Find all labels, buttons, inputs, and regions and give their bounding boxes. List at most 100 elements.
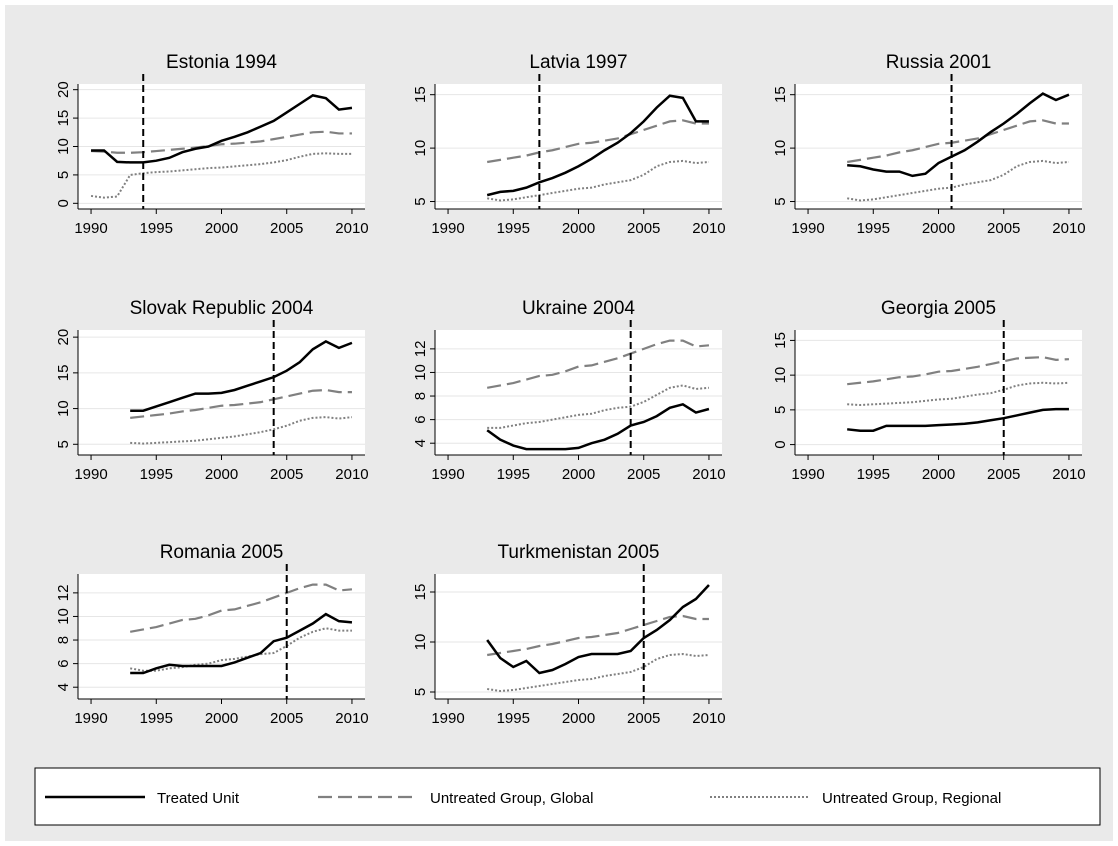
y-tick-label: 10: [412, 364, 429, 381]
series-line: [847, 355, 1070, 386]
panel-title: Georgia 2005: [881, 298, 996, 319]
x-tick-label: 1990: [74, 710, 107, 727]
x-tick-label: 2000: [922, 466, 955, 483]
y-tick-label: 12: [412, 341, 429, 358]
series-line: [130, 340, 353, 412]
x-tick-label: 1990: [431, 220, 464, 237]
y-tick-label: 10: [412, 634, 429, 651]
y-tick-label: 5: [412, 197, 429, 205]
x-tick-label: 1995: [857, 466, 890, 483]
x-tick-label: 2005: [270, 710, 303, 727]
series-line: [486, 402, 710, 451]
panel-title: Russia 2001: [886, 52, 992, 73]
x-tick-label: 1990: [74, 220, 107, 237]
y-tick-label: 8: [55, 636, 72, 644]
x-tick-label: 1990: [431, 466, 464, 483]
y-tick-label: 0: [772, 440, 789, 448]
x-tick-label: 2000: [205, 710, 238, 727]
y-tick-label: 20: [55, 81, 72, 98]
series-line: [487, 384, 710, 429]
series-line: [130, 416, 353, 445]
series-line: [130, 388, 352, 419]
x-tick-label: 1995: [497, 710, 530, 727]
series-line: [90, 130, 352, 154]
series-line: [129, 583, 353, 633]
y-tick-label: 10: [772, 140, 789, 157]
x-tick-label: 2010: [692, 710, 725, 727]
legend-label: Treated Unit: [157, 790, 240, 807]
series-line: [847, 119, 1069, 164]
x-tick-label: 2005: [627, 466, 660, 483]
x-tick-label: 2005: [627, 220, 660, 237]
panel-title: Turkmenistan 2005: [498, 542, 660, 563]
x-tick-label: 1990: [791, 220, 824, 237]
y-tick-label: 15: [412, 86, 429, 103]
plot-area: [435, 574, 722, 699]
x-tick-label: 2010: [335, 220, 368, 237]
y-tick-label: 10: [55, 400, 72, 417]
y-tick-label: 12: [55, 585, 72, 602]
series-line: [847, 407, 1069, 432]
y-tick-label: 6: [55, 659, 72, 667]
x-tick-label: 1990: [74, 466, 107, 483]
x-tick-label: 1990: [431, 710, 464, 727]
x-tick-label: 2000: [562, 220, 595, 237]
y-tick-label: 15: [412, 584, 429, 601]
panel-title: Slovak Republic 2004: [130, 298, 314, 319]
x-tick-label: 2005: [987, 220, 1020, 237]
x-tick-label: 2010: [692, 466, 725, 483]
panel-title: Romania 2005: [160, 542, 284, 563]
series-line: [847, 159, 1070, 202]
y-tick-label: 10: [772, 367, 789, 384]
plot-area: [78, 574, 365, 699]
panel-title: Ukraine 2004: [522, 298, 635, 319]
x-tick-label: 2005: [987, 466, 1020, 483]
x-tick-label: 2010: [1052, 466, 1085, 483]
series-line: [847, 92, 1070, 178]
x-tick-label: 1995: [857, 220, 890, 237]
y-tick-label: 5: [772, 197, 789, 205]
x-tick-label: 2005: [627, 710, 660, 727]
legend-label: Untreated Group, Regional: [822, 790, 1001, 807]
y-tick-label: 10: [55, 608, 72, 625]
x-tick-label: 2000: [205, 220, 238, 237]
y-tick-label: 0: [55, 199, 72, 207]
y-tick-label: 5: [55, 171, 72, 179]
x-tick-label: 2010: [335, 710, 368, 727]
x-tick-label: 1995: [140, 710, 173, 727]
plot-area: [435, 330, 722, 455]
y-tick-label: 10: [55, 138, 72, 155]
y-tick-label: 10: [412, 140, 429, 157]
y-tick-label: 15: [55, 110, 72, 127]
x-tick-label: 1995: [140, 466, 173, 483]
series-line: [486, 339, 710, 389]
y-tick-label: 6: [412, 415, 429, 423]
x-tick-label: 2000: [205, 466, 238, 483]
y-tick-label: 15: [55, 365, 72, 382]
x-tick-label: 2005: [270, 220, 303, 237]
plot-area: [795, 84, 1082, 209]
x-tick-label: 2005: [270, 466, 303, 483]
series-line: [486, 584, 710, 675]
series-line: [91, 94, 353, 164]
x-tick-label: 1995: [497, 220, 530, 237]
x-tick-label: 1995: [497, 466, 530, 483]
series-line: [487, 159, 710, 202]
y-tick-label: 5: [55, 440, 72, 448]
x-tick-label: 2000: [562, 710, 595, 727]
legend-label: Untreated Group, Global: [430, 790, 593, 807]
series-line: [487, 652, 710, 693]
x-tick-label: 2000: [922, 220, 955, 237]
x-tick-label: 2010: [335, 466, 368, 483]
series-line: [130, 612, 353, 675]
series-line: [130, 627, 352, 672]
y-tick-label: 15: [772, 86, 789, 103]
y-tick-label: 20: [55, 329, 72, 346]
y-tick-label: 5: [772, 406, 789, 414]
series-line: [847, 381, 1070, 407]
plot-area: [795, 330, 1082, 455]
x-tick-label: 1990: [791, 466, 824, 483]
y-tick-label: 4: [412, 439, 429, 447]
x-tick-label: 2000: [562, 466, 595, 483]
